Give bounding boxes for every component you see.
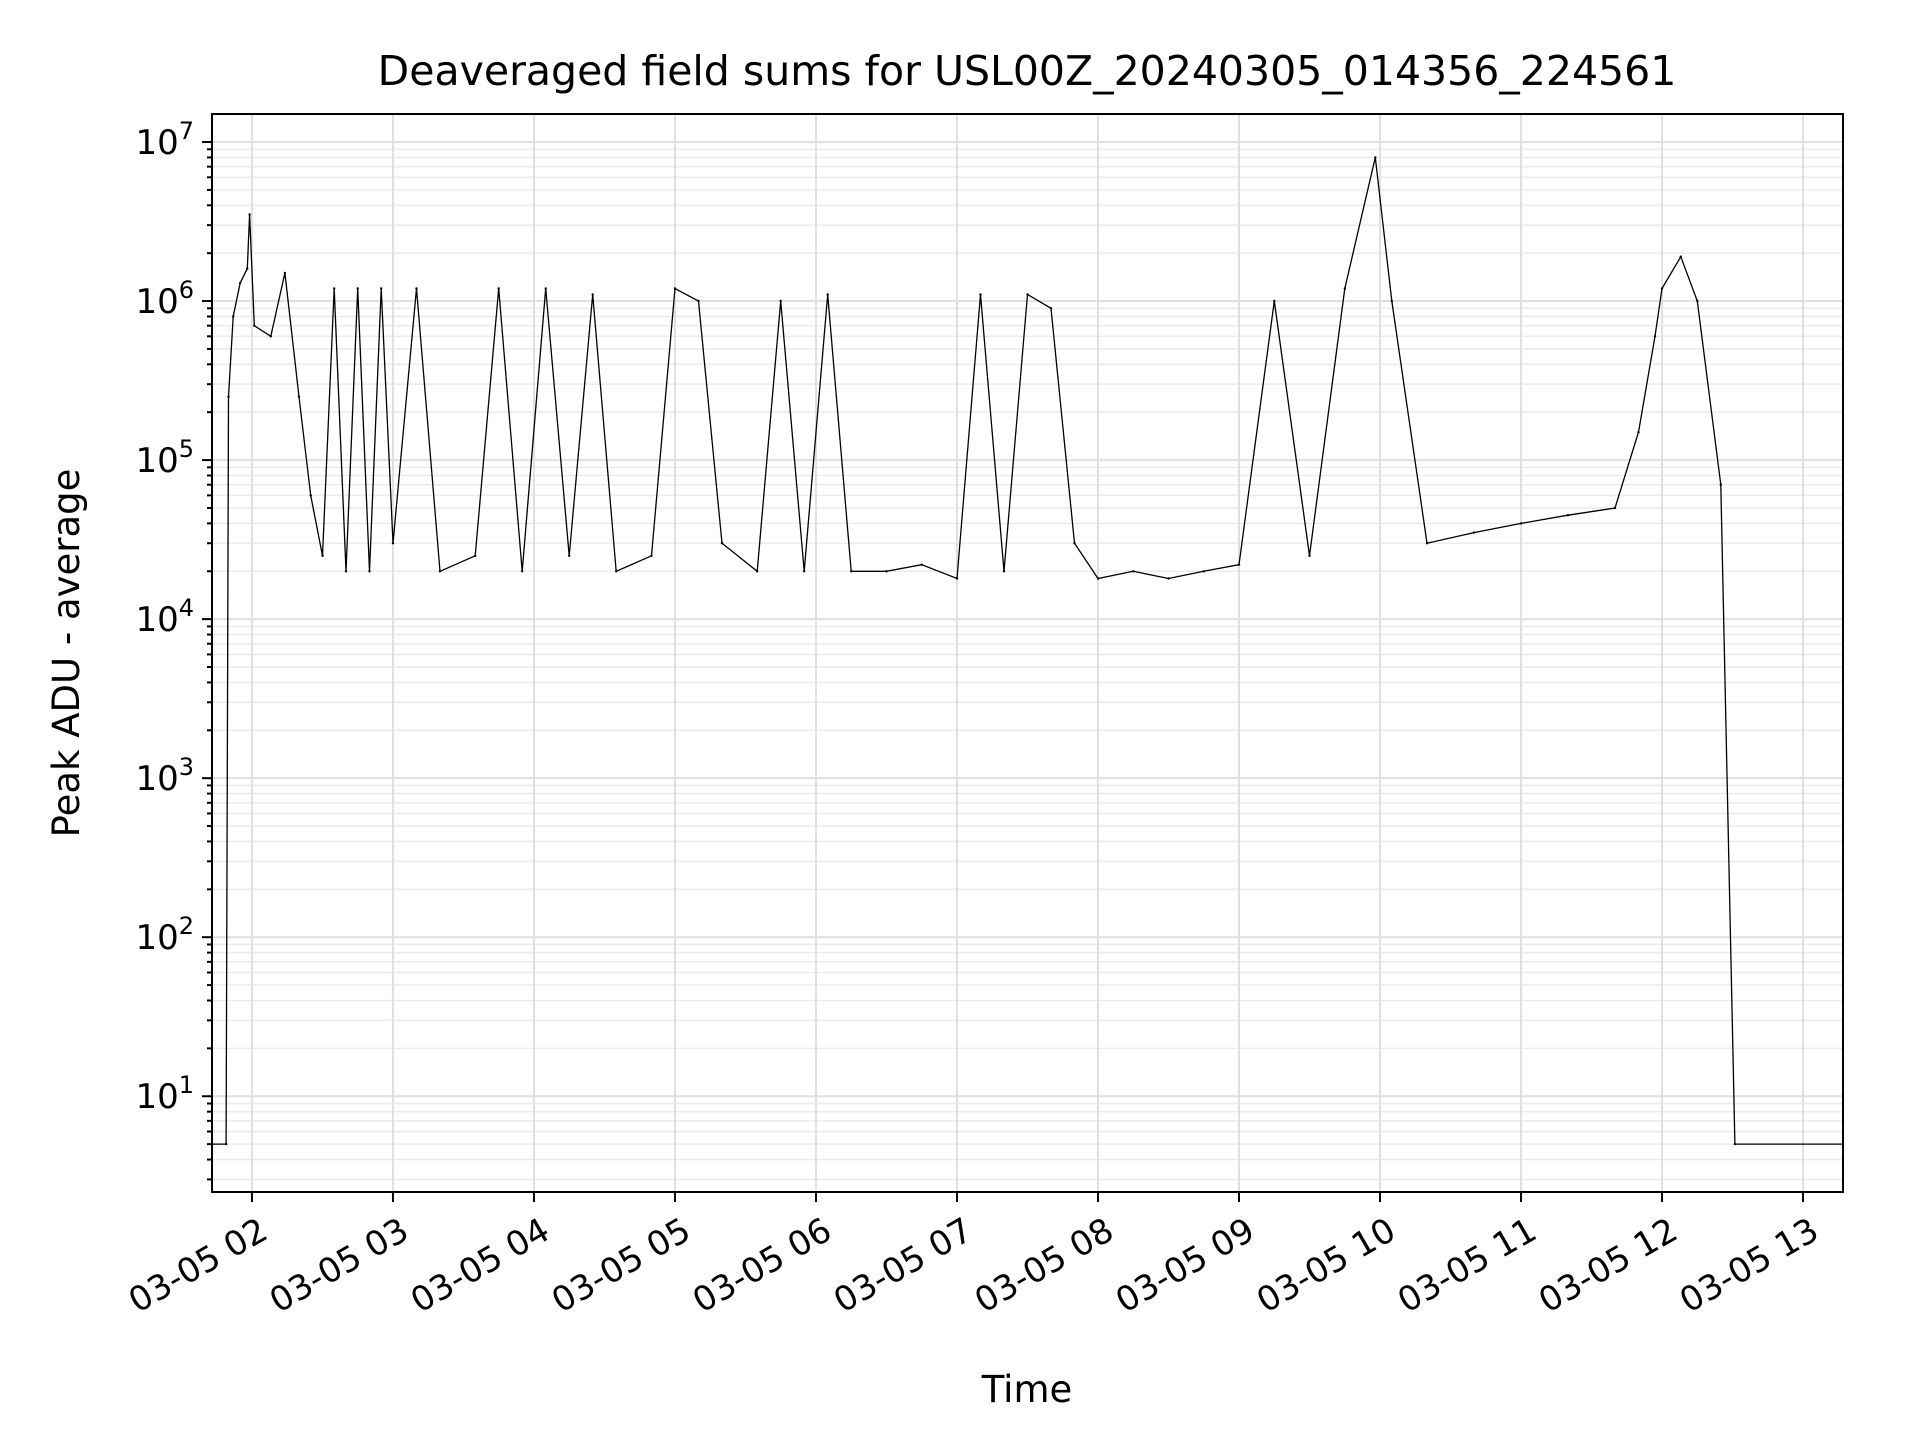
series-point bbox=[591, 293, 594, 296]
series-point bbox=[391, 542, 395, 545]
series-point bbox=[920, 563, 923, 566]
plot-frame bbox=[211, 113, 1844, 1193]
y-tick-label-exponent: 6 bbox=[179, 276, 194, 304]
y-tick-label-base: 10 bbox=[135, 441, 178, 481]
series-point bbox=[269, 335, 272, 338]
series-point bbox=[756, 570, 759, 573]
series-point bbox=[474, 554, 477, 557]
series-point bbox=[544, 287, 547, 290]
series-point bbox=[380, 287, 383, 290]
series-point bbox=[885, 570, 888, 573]
series-point bbox=[650, 554, 653, 557]
series-point bbox=[248, 213, 251, 216]
series-point bbox=[1696, 299, 1699, 303]
series-point bbox=[1202, 570, 1206, 573]
series-point bbox=[1566, 514, 1570, 517]
y-tick-label: 101 bbox=[135, 1071, 194, 1117]
y-tick-label-exponent: 2 bbox=[179, 912, 194, 940]
series-point bbox=[568, 554, 571, 557]
y-tick-label: 103 bbox=[135, 753, 194, 799]
series-point bbox=[224, 1142, 228, 1146]
series-point bbox=[1653, 335, 1657, 338]
series-point bbox=[283, 271, 287, 275]
y-tick-label-exponent: 3 bbox=[179, 753, 194, 781]
y-tick-label: 106 bbox=[135, 276, 194, 322]
series-point bbox=[1343, 287, 1347, 290]
series-point bbox=[697, 299, 700, 303]
series-point bbox=[720, 542, 724, 545]
series-point bbox=[1096, 577, 1100, 580]
series-group bbox=[210, 156, 1845, 1146]
series-point bbox=[438, 570, 442, 573]
series-point bbox=[1425, 542, 1429, 545]
y-tick-label-base: 10 bbox=[135, 1077, 178, 1117]
series-point bbox=[521, 570, 524, 573]
series-point bbox=[356, 287, 359, 290]
series-point bbox=[1026, 293, 1029, 296]
grid bbox=[212, 114, 1843, 1192]
series-point bbox=[1002, 570, 1006, 573]
series-point bbox=[309, 494, 312, 497]
series-point bbox=[246, 267, 249, 270]
y-tick-label: 104 bbox=[135, 594, 194, 640]
y-tick-label-exponent: 1 bbox=[179, 1071, 194, 1099]
series-point bbox=[344, 570, 348, 573]
series-point bbox=[321, 554, 324, 557]
series-point bbox=[1390, 299, 1394, 303]
series-point bbox=[1073, 542, 1076, 545]
series-point bbox=[803, 570, 806, 573]
series-point bbox=[1167, 577, 1170, 580]
series-point bbox=[1679, 255, 1683, 258]
series-point bbox=[1374, 156, 1377, 159]
y-tick-label: 102 bbox=[135, 912, 194, 958]
y-tick-label: 107 bbox=[135, 117, 194, 163]
series-point bbox=[497, 287, 500, 290]
y-tick-label-base: 10 bbox=[135, 600, 178, 640]
y-tick-label-exponent: 5 bbox=[179, 435, 194, 463]
series-point bbox=[1132, 570, 1135, 573]
y-tick-label-base: 10 bbox=[135, 123, 178, 163]
y-tick-label-base: 10 bbox=[135, 918, 178, 958]
series-line bbox=[212, 157, 1843, 1145]
series-point bbox=[1733, 1142, 1737, 1146]
series-point bbox=[1049, 307, 1053, 310]
series-point bbox=[415, 287, 418, 290]
series-point bbox=[673, 287, 677, 290]
series-point bbox=[1519, 522, 1523, 525]
series-point bbox=[1637, 430, 1640, 434]
series-point bbox=[779, 299, 782, 303]
series-point bbox=[955, 577, 959, 580]
series-point bbox=[297, 395, 301, 398]
y-tick-label-base: 10 bbox=[135, 282, 178, 322]
y-tick-label-exponent: 4 bbox=[179, 594, 194, 622]
series-point bbox=[615, 570, 618, 573]
series-point bbox=[1308, 554, 1311, 557]
series-point bbox=[333, 287, 336, 290]
series-point bbox=[979, 293, 982, 296]
y-tick-label: 105 bbox=[135, 435, 194, 481]
series-point bbox=[1273, 299, 1276, 303]
series-point bbox=[1237, 563, 1241, 566]
series-point bbox=[1719, 483, 1723, 486]
series-point bbox=[227, 395, 230, 398]
series-point bbox=[232, 315, 235, 318]
series-point bbox=[253, 324, 256, 327]
y-tick-label-base: 10 bbox=[135, 759, 178, 799]
x-axis-label: Time bbox=[981, 1368, 1073, 1411]
chart-title: Deaveraged field sums for USL00Z_2024030… bbox=[378, 47, 1677, 95]
series-point bbox=[239, 281, 242, 285]
y-axis-label: Peak ADU - average bbox=[45, 469, 88, 838]
y-tick-label-exponent: 7 bbox=[179, 117, 194, 145]
series-point bbox=[826, 293, 829, 296]
series-point bbox=[850, 570, 853, 573]
series-point bbox=[1613, 506, 1617, 510]
series-point bbox=[368, 570, 371, 573]
series-point bbox=[1660, 287, 1664, 290]
series-point bbox=[1472, 531, 1476, 534]
